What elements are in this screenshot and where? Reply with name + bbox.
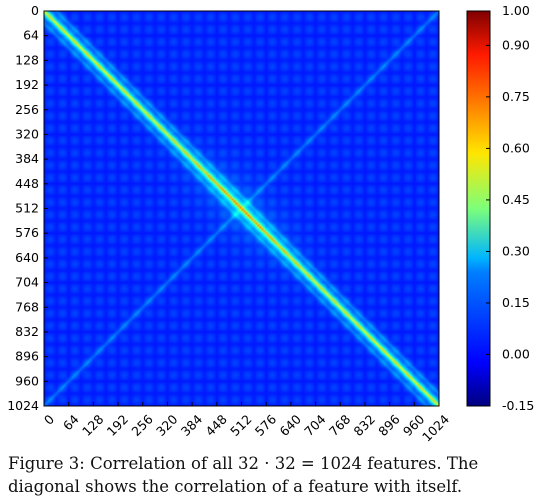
x-axis: 0 641281922563203844485125766407047688328… [41,402,452,445]
x-tick-label: 256 [128,411,156,439]
colorbar-tick-label: 0.45 [502,192,530,207]
caption-line-1: Figure 3: Correlation of all 32 · 32 = 1… [8,454,479,473]
x-tick-label: 0 [41,411,57,427]
x-tick-label: 320 [153,411,181,439]
correlation-heatmap [44,11,439,406]
y-tick-label: 320 [15,126,39,141]
colorbar-tick-label: 0.30 [502,243,530,258]
colorbar-tick-label: -0.15 [502,398,534,413]
x-tick-label: 640 [276,411,304,439]
x-tick-label: 512 [227,411,254,438]
x-tick-label: 448 [202,411,230,439]
y-axis: 0 64 128 192 256 320 384 448 512 576 640 704 768 832 8… [7,3,48,413]
y-tick-label: 448 [15,176,39,191]
colorbar-tick-label: 1.00 [502,3,530,18]
colorbar-tick-label: 0.15 [502,295,530,310]
x-tick-label: 896 [375,411,403,439]
x-tick-label: 704 [301,411,329,439]
y-tick-label: 704 [15,275,39,290]
colorbar-tick-label: 0.60 [502,140,530,155]
x-tick-label: 832 [351,411,378,438]
y-tick-label: 896 [15,349,39,364]
x-tick-label: 384 [178,411,206,439]
y-tick-label: 384 [15,151,39,166]
y-tick-label: 512 [15,201,39,216]
x-tick-label: 64 [60,411,82,433]
colorbar [466,10,491,407]
colorbar-tick-label: 0.75 [502,89,530,104]
y-tick-label: 192 [15,77,39,92]
y-tick-label: 640 [15,250,39,265]
x-tick-label: 768 [326,411,354,439]
y-tick-label: 64 [23,28,39,43]
y-tick-label: 576 [15,225,39,240]
figure-caption: Figure 3: Correlation of all 32 · 32 = 1… [8,452,532,498]
colorbar-axis: 1.00 0.90 0.75 0.60 0.45 0.30 0.15 0.00 -0.15 [486,3,534,413]
y-tick-label: 960 [15,373,39,388]
x-tick-label: 128 [79,411,107,439]
caption-line-2: diagonal shows the correlation of a feat… [8,477,463,496]
x-tick-label: 1024 [419,411,452,444]
y-tick-label: 832 [15,324,39,339]
y-tick-label: 1024 [7,398,39,413]
colorbar-tick-label: 0.90 [502,37,530,52]
x-tick-label: 576 [252,411,280,439]
colorbar-tick-label: 0.00 [502,346,530,361]
y-tick-label: 0 [31,3,39,18]
y-tick-label: 256 [15,102,39,117]
y-tick-label: 128 [15,52,39,67]
y-tick-label: 768 [15,299,39,314]
x-tick-label: 192 [104,411,131,438]
